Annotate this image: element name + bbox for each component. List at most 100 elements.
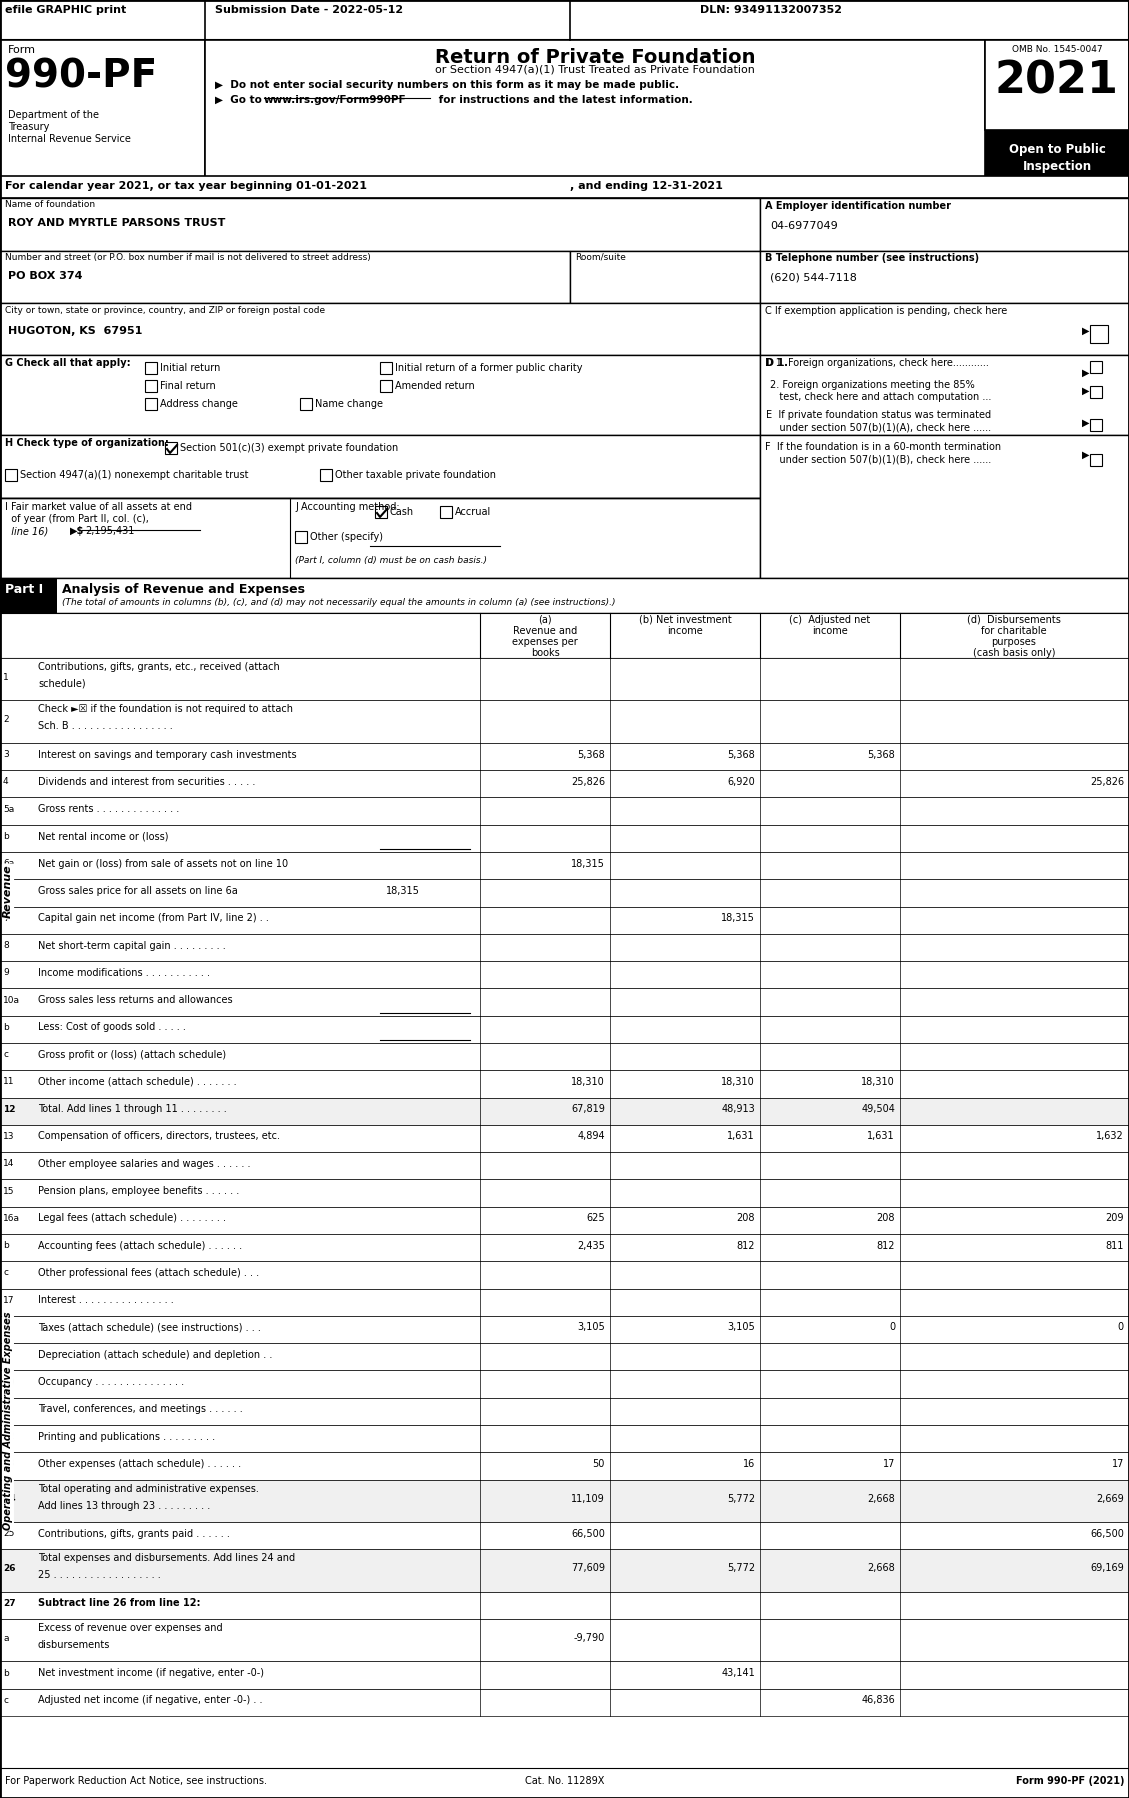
Bar [0,1126,1129,1153]
Bar [570,252,760,304]
Bar [0,1289,1129,1316]
Bar [0,1591,1129,1618]
Bar [300,397,312,410]
Text: Adjusted net income (if negative, enter -0-) . .: Adjusted net income (if negative, enter … [38,1696,263,1705]
Text: 11,109: 11,109 [571,1494,605,1503]
Bar [0,1480,1129,1521]
Bar [0,304,760,354]
Bar [380,361,392,374]
Text: 25,826: 25,826 [571,777,605,788]
Text: (b) Net investment: (b) Net investment [639,615,732,626]
Text: 67,819: 67,819 [571,1104,605,1115]
Text: Revenue: Revenue [3,865,14,919]
Text: 04-6977049: 04-6977049 [770,221,838,230]
Bar [145,379,157,392]
Text: 18,310: 18,310 [721,1077,755,1088]
Text: City or town, state or province, country, and ZIP or foreign postal code: City or town, state or province, country… [5,306,325,315]
Text: ▶$: ▶$ [70,527,85,536]
Text: Legal fees (attach schedule) . . . . . . . .: Legal fees (attach schedule) . . . . . .… [38,1214,226,1223]
Text: 50: 50 [593,1458,605,1469]
Bar [760,198,1129,252]
Text: Other professional fees (attach schedule) . . .: Other professional fees (attach schedule… [38,1268,260,1278]
Text: 15: 15 [3,1187,15,1196]
Text: 26: 26 [3,1564,16,1573]
Bar [145,397,157,410]
Text: Gross sales less returns and allowances: Gross sales less returns and allowances [38,994,233,1005]
Text: Interest . . . . . . . . . . . . . . . .: Interest . . . . . . . . . . . . . . . . [38,1295,174,1305]
Bar [0,658,1129,701]
Text: (c)  Adjusted net: (c) Adjusted net [789,615,870,626]
Text: 25: 25 [3,1528,15,1537]
Text: 43,141: 43,141 [721,1669,755,1678]
Text: Contributions, gifts, grants, etc., received (attach: Contributions, gifts, grants, etc., rece… [38,662,280,672]
Bar [5,469,17,482]
Text: 66,500: 66,500 [1091,1528,1124,1539]
Text: (The total of amounts in columns (b), (c), and (d) may not necessarily equal the: (The total of amounts in columns (b), (c… [62,599,615,608]
Bar [0,1688,1129,1715]
Bar [0,1316,1129,1343]
Bar [1089,455,1102,466]
Bar [0,1453,1129,1480]
Bar [0,798,1129,825]
Text: Compensation of officers, directors, trustees, etc.: Compensation of officers, directors, tru… [38,1131,280,1142]
Text: (620) 544-7118: (620) 544-7118 [770,273,857,282]
Text: Capital gain net income (from Part IV, line 2) . .: Capital gain net income (from Part IV, l… [38,913,269,922]
Text: income: income [667,626,703,636]
Text: A Employer identification number: A Employer identification number [765,201,951,210]
Text: Name of foundation: Name of foundation [5,200,95,209]
Text: 18: 18 [3,1323,15,1332]
Text: Gross rents . . . . . . . . . . . . . .: Gross rents . . . . . . . . . . . . . . [38,804,180,814]
Bar [0,1618,1129,1661]
Text: b: b [3,1669,9,1678]
Text: Other (specify): Other (specify) [310,532,383,541]
Text: 49,504: 49,504 [861,1104,895,1115]
Text: Occupancy . . . . . . . . . . . . . . .: Occupancy . . . . . . . . . . . . . . . [38,1377,184,1386]
Text: for instructions and the latest information.: for instructions and the latest informat… [435,95,693,104]
Text: 13: 13 [3,1133,15,1142]
Text: For calendar year 2021, or tax year beginning 01-01-2021: For calendar year 2021, or tax year begi… [5,182,367,191]
Text: ▶: ▶ [1082,450,1089,460]
Text: 77,609: 77,609 [571,1564,605,1573]
Text: 6,920: 6,920 [727,777,755,788]
Text: books: books [531,647,559,658]
Text: or Section 4947(a)(1) Trust Treated as Private Foundation: or Section 4947(a)(1) Trust Treated as P… [435,65,755,76]
Bar [0,1370,1129,1397]
Bar [0,1206,1129,1233]
Text: 2,668: 2,668 [867,1564,895,1573]
Text: 2: 2 [3,716,9,725]
Bar [760,304,1129,354]
Text: Net rental income or (loss): Net rental income or (loss) [38,831,168,841]
Text: Open to Public: Open to Public [1008,144,1105,156]
Text: Internal Revenue Service: Internal Revenue Service [8,135,131,144]
Text: ▶: ▶ [1082,325,1089,336]
Text: ▶  Do not enter social security numbers on this form as it may be made public.: ▶ Do not enter social security numbers o… [215,79,680,90]
Text: Total. Add lines 1 through 11 . . . . . . . .: Total. Add lines 1 through 11 . . . . . … [38,1104,227,1115]
Bar [0,1016,1129,1043]
Bar [0,354,760,435]
Text: Excess of revenue over expenses and: Excess of revenue over expenses and [38,1624,222,1633]
Text: ROY AND MYRTLE PARSONS TRUST: ROY AND MYRTLE PARSONS TRUST [8,218,226,228]
Text: E  If private foundation status was terminated: E If private foundation status was termi… [765,410,991,421]
Text: ▶  Go to: ▶ Go to [215,95,265,104]
Bar [0,1767,1129,1798]
Bar [760,252,1129,304]
Bar [1089,361,1102,372]
Text: 18,315: 18,315 [386,886,420,895]
Text: 5,772: 5,772 [727,1494,755,1503]
Text: Dividends and interest from securities . . . . .: Dividends and interest from securities .… [38,777,255,788]
Text: 48,913: 48,913 [721,1104,755,1115]
Bar [0,1260,1129,1289]
Text: 8: 8 [3,940,9,949]
Text: 812: 812 [876,1241,895,1251]
Text: 208: 208 [876,1214,895,1223]
Text: Inspection: Inspection [1023,160,1092,173]
Text: b: b [3,832,9,841]
Text: Accrual: Accrual [455,507,491,518]
Text: HUGOTON, KS  67951: HUGOTON, KS 67951 [8,325,142,336]
Text: 18,310: 18,310 [571,1077,605,1088]
Bar [0,962,1129,989]
Text: 18,315: 18,315 [571,859,605,868]
Text: Initial return: Initial return [160,363,220,372]
Text: 2,669: 2,669 [1096,1494,1124,1503]
Text: For Paperwork Reduction Act Notice, see instructions.: For Paperwork Reduction Act Notice, see … [5,1776,266,1785]
